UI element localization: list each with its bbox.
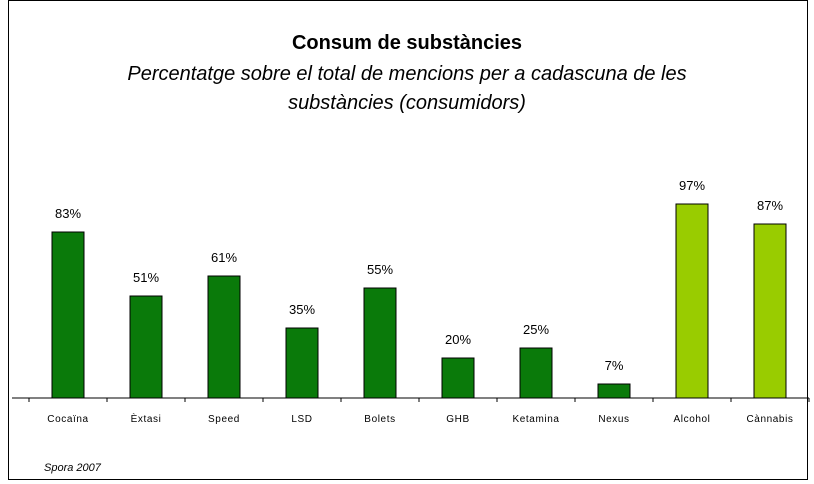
data-label: 20% <box>445 332 471 347</box>
data-label: 61% <box>211 250 237 265</box>
chart-subtitle: Percentatge sobre el total de mencions p… <box>127 63 687 114</box>
chart-title: Consum de substàncies <box>291 32 523 54</box>
data-label: 7% <box>605 358 624 373</box>
x-tick-label: GHB <box>446 414 469 425</box>
x-tick-label: Speed <box>208 414 240 425</box>
chart-frame <box>8 0 808 480</box>
x-tick-label: Èxtasi <box>131 412 162 425</box>
bars-group <box>51 203 787 399</box>
data-label: 87% <box>757 198 783 213</box>
data-label: 51% <box>133 270 159 285</box>
bar <box>675 203 709 399</box>
bar <box>753 223 787 399</box>
bar <box>285 327 319 399</box>
x-tick-label: Ketamina <box>512 414 559 425</box>
data-label: 55% <box>367 262 393 277</box>
bar <box>597 383 631 399</box>
x-tick-label: LSD <box>291 414 312 425</box>
bar <box>519 347 553 399</box>
source-note: Spora 2007 <box>44 462 101 474</box>
x-tick-label: Nexus <box>598 414 629 425</box>
bar <box>441 357 475 399</box>
data-label: 97% <box>679 178 705 193</box>
bar <box>129 295 163 399</box>
data-label: 25% <box>523 322 549 337</box>
data-label: 83% <box>55 206 81 221</box>
bar <box>207 275 241 399</box>
bar <box>363 287 397 399</box>
x-tick-label: Alcohol <box>674 414 711 425</box>
data-label: 35% <box>289 302 315 317</box>
x-axis: Cocaïna Èxtasi Speed LSD Bolets GHB Ketamina Ne… <box>12 397 810 425</box>
x-tick-label: Cocaïna <box>47 414 88 425</box>
x-tick-label: Cànnabis <box>746 414 793 425</box>
data-labels-group: 83% 51% 61% 35% 55% 20% 25% 7% 97% 87% <box>55 178 783 373</box>
bar <box>51 231 85 399</box>
x-tick-label: Bolets <box>364 414 395 425</box>
